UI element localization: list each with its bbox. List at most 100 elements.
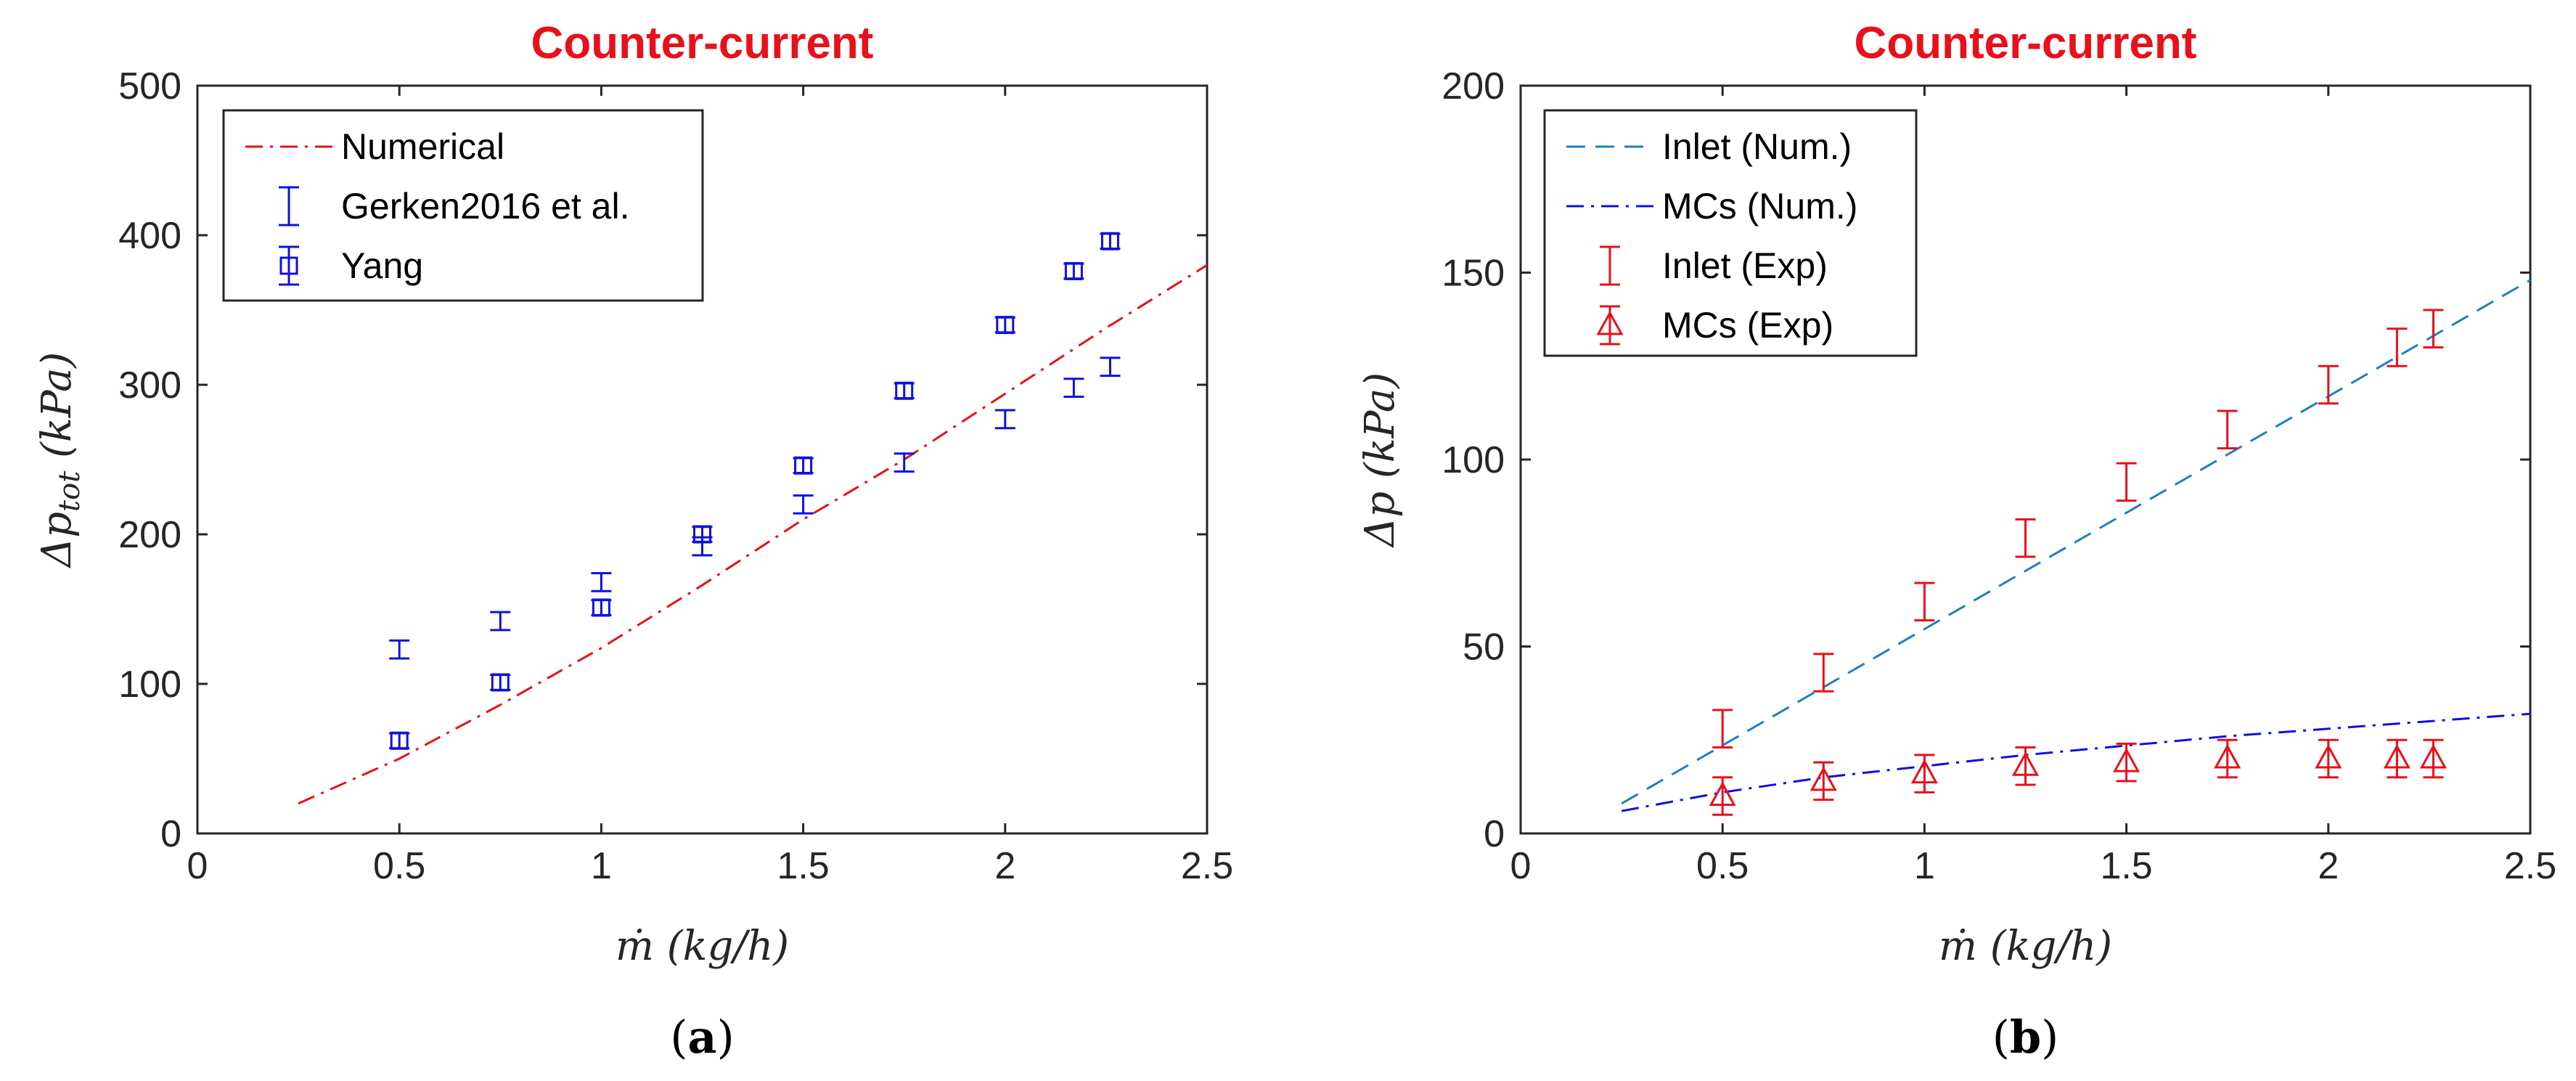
y-tick-label: 200 (1442, 65, 1505, 107)
y-tick-label: 0 (160, 813, 181, 855)
data-point (1063, 378, 1084, 398)
square-marker (895, 381, 914, 400)
panel-caption: (a) (670, 1011, 735, 1064)
series-numerical (298, 264, 1208, 805)
data-point (1709, 776, 1736, 816)
panel-b: Counter-current 0 0.5 1 1.5 2 2.5 0 50 100 150 200 ṁ… (1357, 18, 2556, 1064)
caption-close: ) (2041, 1011, 2058, 1064)
x-tick-label: 0 (187, 845, 208, 887)
data-point (894, 381, 915, 400)
legend: Numerical Gerken2016 et al. Yang (222, 109, 704, 302)
triangle-marker (2113, 748, 2140, 772)
data-point (1100, 232, 1121, 250)
data-point (2423, 309, 2444, 348)
legend-label: Numerical (341, 126, 504, 167)
legend-box (1543, 109, 1918, 357)
legend-entry: Inlet (Exp) (1600, 245, 1828, 286)
y-axis-label: Δptot (kPa) (33, 352, 86, 569)
series-inlet-num- (1621, 279, 2531, 805)
data-point (1813, 653, 1834, 693)
y-axis-label-main: Δp (33, 512, 81, 568)
caption-letter: b (2010, 1011, 2041, 1064)
square-marker (390, 731, 409, 750)
x-tick-label: 0 (1510, 845, 1532, 887)
legend-label: Gerken2016 et al. (341, 186, 630, 227)
data-point (2383, 738, 2411, 779)
triangle-marker (2214, 743, 2241, 769)
series-inlet-exp- (1712, 309, 2444, 749)
data-point (793, 456, 814, 475)
legend-entry: Yang (279, 245, 423, 286)
y-tick-label: 200 (118, 514, 181, 556)
legend-entry: Numerical (245, 126, 504, 167)
data-point (1910, 754, 1938, 794)
data-point (389, 731, 410, 750)
data-point (2214, 738, 2241, 779)
legend-triangle-marker (1596, 310, 1624, 335)
legend-entry: Inlet (Num.) (1566, 126, 1852, 167)
y-axis-label: Δp (kPa) (1357, 372, 1404, 548)
x-tick-label: 2.5 (2504, 845, 2556, 887)
triangle-marker (1910, 759, 1938, 784)
y-axis-label-main: Δp (1357, 491, 1404, 548)
series-line (1621, 712, 2531, 812)
data-point (490, 611, 511, 632)
data-point (2419, 738, 2448, 779)
y-tick-label: 500 (118, 65, 181, 107)
x-tick-label: 2 (2318, 845, 2339, 887)
y-tick-label: 100 (1442, 439, 1505, 481)
data-point (793, 494, 814, 515)
triangle-marker (1810, 766, 1837, 791)
x-tick-label: 0.5 (373, 845, 425, 887)
caption-letter: a (687, 1011, 716, 1064)
y-axis-label-sub: tot (53, 470, 86, 512)
triangle-marker (2383, 743, 2411, 769)
triangle-marker (1709, 781, 1736, 806)
y-tick-label: 300 (118, 364, 181, 407)
y-axis-label-unit: (kPa) (33, 352, 81, 471)
data-point (2318, 364, 2339, 405)
data-point (2015, 518, 2036, 558)
square-marker (693, 525, 711, 544)
y-tick-label: 100 (118, 664, 181, 706)
y-tick-label: 400 (118, 215, 181, 257)
chart-title: Counter-current (531, 18, 874, 68)
chart-title: Counter-current (1855, 18, 2197, 68)
square-marker (491, 673, 510, 692)
data-point (591, 598, 612, 617)
data-point (2315, 738, 2342, 779)
triangle-marker (2419, 743, 2448, 769)
series-line (1621, 279, 2531, 805)
series-mcs-exp- (1709, 738, 2448, 816)
legend-entry: MCs (Num.) (1566, 186, 1857, 227)
data-point (2387, 327, 2408, 367)
x-tick-label: 1.5 (777, 845, 829, 887)
legend-label: Inlet (Exp) (1662, 245, 1828, 286)
x-tick-label: 1 (591, 845, 612, 887)
data-point (490, 673, 511, 692)
data-point (894, 452, 915, 473)
square-marker (592, 598, 610, 617)
x-axis-label: ṁ (kg/h) (1939, 923, 2112, 970)
square-marker (1100, 232, 1119, 250)
data-point (1100, 356, 1121, 378)
x-tick-label: 0.5 (1696, 845, 1749, 887)
square-marker (794, 456, 813, 475)
x-tick-label: 2.5 (1181, 845, 1233, 887)
legend-square-marker (279, 256, 298, 275)
x-axis-label: ṁ (kg/h) (616, 923, 789, 970)
data-point (1063, 261, 1084, 280)
caption-close: ) (717, 1011, 735, 1064)
legend-entry: MCs (Exp) (1596, 305, 1833, 346)
square-marker (996, 316, 1015, 335)
legend-box (222, 109, 704, 302)
caption-open: ( (670, 1011, 687, 1064)
legend-label: MCs (Num.) (1662, 186, 1857, 227)
y-tick-label: 0 (1484, 813, 1505, 855)
data-point (1810, 761, 1837, 801)
series-mcs-num- (1621, 712, 2531, 812)
data-point (692, 525, 713, 544)
data-point (1914, 582, 1935, 621)
y-tick-label: 150 (1442, 253, 1505, 295)
